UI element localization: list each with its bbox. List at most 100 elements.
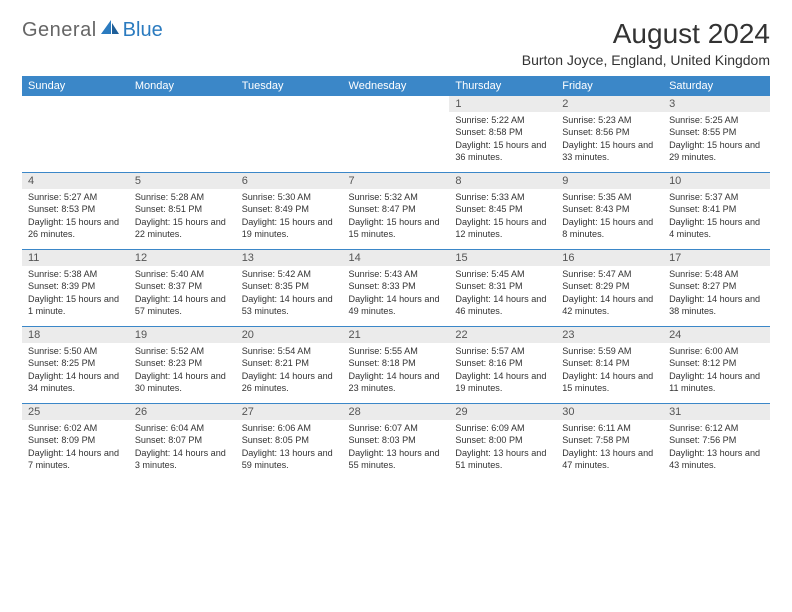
day-details: Sunrise: 5:57 AMSunset: 8:16 PMDaylight:… [449, 343, 556, 403]
calendar-cell: 23Sunrise: 5:59 AMSunset: 8:14 PMDayligh… [556, 327, 663, 404]
calendar-cell: 13Sunrise: 5:42 AMSunset: 8:35 PMDayligh… [236, 250, 343, 327]
weekday-header: Thursday [449, 76, 556, 96]
location-text: Burton Joyce, England, United Kingdom [522, 52, 770, 68]
day-details: Sunrise: 5:27 AMSunset: 8:53 PMDaylight:… [22, 189, 129, 249]
weekday-header: Sunday [22, 76, 129, 96]
header: General Blue August 2024 Burton Joyce, E… [22, 18, 770, 68]
day-number: 13 [236, 250, 343, 266]
calendar-cell: 22Sunrise: 5:57 AMSunset: 8:16 PMDayligh… [449, 327, 556, 404]
day-number: 15 [449, 250, 556, 266]
title-block: August 2024 Burton Joyce, England, Unite… [522, 18, 770, 68]
calendar-cell: 17Sunrise: 5:48 AMSunset: 8:27 PMDayligh… [663, 250, 770, 327]
day-number: 22 [449, 327, 556, 343]
day-details: Sunrise: 5:32 AMSunset: 8:47 PMDaylight:… [343, 189, 450, 249]
day-number: 27 [236, 404, 343, 420]
day-details: Sunrise: 6:11 AMSunset: 7:58 PMDaylight:… [556, 420, 663, 480]
calendar-cell: 29Sunrise: 6:09 AMSunset: 8:00 PMDayligh… [449, 404, 556, 481]
day-number: 8 [449, 173, 556, 189]
calendar-cell: 5Sunrise: 5:28 AMSunset: 8:51 PMDaylight… [129, 173, 236, 250]
calendar-cell: 3Sunrise: 5:25 AMSunset: 8:55 PMDaylight… [663, 96, 770, 173]
calendar-cell: 27Sunrise: 6:06 AMSunset: 8:05 PMDayligh… [236, 404, 343, 481]
day-number: 3 [663, 96, 770, 112]
day-details: Sunrise: 6:07 AMSunset: 8:03 PMDaylight:… [343, 420, 450, 480]
day-number: 19 [129, 327, 236, 343]
day-details: Sunrise: 6:00 AMSunset: 8:12 PMDaylight:… [663, 343, 770, 403]
calendar-cell [129, 96, 236, 173]
day-details: Sunrise: 6:06 AMSunset: 8:05 PMDaylight:… [236, 420, 343, 480]
sail-icon [99, 18, 121, 42]
day-details: Sunrise: 5:55 AMSunset: 8:18 PMDaylight:… [343, 343, 450, 403]
calendar-cell: 4Sunrise: 5:27 AMSunset: 8:53 PMDaylight… [22, 173, 129, 250]
calendar-cell: 19Sunrise: 5:52 AMSunset: 8:23 PMDayligh… [129, 327, 236, 404]
day-details: Sunrise: 5:40 AMSunset: 8:37 PMDaylight:… [129, 266, 236, 326]
brand-part1: General [22, 19, 97, 42]
calendar-cell: 6Sunrise: 5:30 AMSunset: 8:49 PMDaylight… [236, 173, 343, 250]
calendar-cell: 25Sunrise: 6:02 AMSunset: 8:09 PMDayligh… [22, 404, 129, 481]
calendar-cell: 28Sunrise: 6:07 AMSunset: 8:03 PMDayligh… [343, 404, 450, 481]
day-number: 5 [129, 173, 236, 189]
day-number: 4 [22, 173, 129, 189]
day-details: Sunrise: 5:38 AMSunset: 8:39 PMDaylight:… [22, 266, 129, 326]
day-number: 7 [343, 173, 450, 189]
day-number: 23 [556, 327, 663, 343]
weekday-header: Tuesday [236, 76, 343, 96]
day-details: Sunrise: 5:25 AMSunset: 8:55 PMDaylight:… [663, 112, 770, 172]
day-details: Sunrise: 5:54 AMSunset: 8:21 PMDaylight:… [236, 343, 343, 403]
day-number: 9 [556, 173, 663, 189]
day-details: Sunrise: 5:33 AMSunset: 8:45 PMDaylight:… [449, 189, 556, 249]
calendar-cell: 2Sunrise: 5:23 AMSunset: 8:56 PMDaylight… [556, 96, 663, 173]
day-number: 6 [236, 173, 343, 189]
calendar-cell: 14Sunrise: 5:43 AMSunset: 8:33 PMDayligh… [343, 250, 450, 327]
day-details: Sunrise: 6:04 AMSunset: 8:07 PMDaylight:… [129, 420, 236, 480]
calendar-cell: 24Sunrise: 6:00 AMSunset: 8:12 PMDayligh… [663, 327, 770, 404]
day-details: Sunrise: 5:52 AMSunset: 8:23 PMDaylight:… [129, 343, 236, 403]
calendar-cell: 20Sunrise: 5:54 AMSunset: 8:21 PMDayligh… [236, 327, 343, 404]
day-details: Sunrise: 5:48 AMSunset: 8:27 PMDaylight:… [663, 266, 770, 326]
calendar-table: SundayMondayTuesdayWednesdayThursdayFrid… [22, 76, 770, 480]
brand-logo: General Blue [22, 18, 163, 42]
calendar-cell: 26Sunrise: 6:04 AMSunset: 8:07 PMDayligh… [129, 404, 236, 481]
day-number: 31 [663, 404, 770, 420]
calendar-cell [236, 96, 343, 173]
day-details: Sunrise: 5:43 AMSunset: 8:33 PMDaylight:… [343, 266, 450, 326]
day-details: Sunrise: 5:47 AMSunset: 8:29 PMDaylight:… [556, 266, 663, 326]
day-number: 16 [556, 250, 663, 266]
day-details: Sunrise: 6:12 AMSunset: 7:56 PMDaylight:… [663, 420, 770, 480]
day-details: Sunrise: 5:37 AMSunset: 8:41 PMDaylight:… [663, 189, 770, 249]
day-number: 1 [449, 96, 556, 112]
calendar-cell [343, 96, 450, 173]
day-number: 18 [22, 327, 129, 343]
calendar-cell: 10Sunrise: 5:37 AMSunset: 8:41 PMDayligh… [663, 173, 770, 250]
calendar-cell: 15Sunrise: 5:45 AMSunset: 8:31 PMDayligh… [449, 250, 556, 327]
day-number: 12 [129, 250, 236, 266]
day-number: 11 [22, 250, 129, 266]
day-details: Sunrise: 5:42 AMSunset: 8:35 PMDaylight:… [236, 266, 343, 326]
day-number: 28 [343, 404, 450, 420]
month-title: August 2024 [522, 18, 770, 50]
calendar-cell: 16Sunrise: 5:47 AMSunset: 8:29 PMDayligh… [556, 250, 663, 327]
day-number: 14 [343, 250, 450, 266]
calendar-cell: 12Sunrise: 5:40 AMSunset: 8:37 PMDayligh… [129, 250, 236, 327]
day-details: Sunrise: 5:59 AMSunset: 8:14 PMDaylight:… [556, 343, 663, 403]
calendar-cell: 1Sunrise: 5:22 AMSunset: 8:58 PMDaylight… [449, 96, 556, 173]
calendar-cell: 18Sunrise: 5:50 AMSunset: 8:25 PMDayligh… [22, 327, 129, 404]
day-number: 21 [343, 327, 450, 343]
day-details: Sunrise: 5:28 AMSunset: 8:51 PMDaylight:… [129, 189, 236, 249]
day-number: 29 [449, 404, 556, 420]
day-details: Sunrise: 5:35 AMSunset: 8:43 PMDaylight:… [556, 189, 663, 249]
day-details: Sunrise: 5:23 AMSunset: 8:56 PMDaylight:… [556, 112, 663, 172]
calendar-cell: 7Sunrise: 5:32 AMSunset: 8:47 PMDaylight… [343, 173, 450, 250]
day-number: 30 [556, 404, 663, 420]
calendar-head: SundayMondayTuesdayWednesdayThursdayFrid… [22, 76, 770, 96]
day-details: Sunrise: 5:22 AMSunset: 8:58 PMDaylight:… [449, 112, 556, 172]
calendar-cell: 9Sunrise: 5:35 AMSunset: 8:43 PMDaylight… [556, 173, 663, 250]
weekday-header: Friday [556, 76, 663, 96]
day-number: 10 [663, 173, 770, 189]
day-details: Sunrise: 5:45 AMSunset: 8:31 PMDaylight:… [449, 266, 556, 326]
day-details: Sunrise: 5:50 AMSunset: 8:25 PMDaylight:… [22, 343, 129, 403]
weekday-header: Monday [129, 76, 236, 96]
brand-part2: Blue [123, 19, 163, 42]
day-details: Sunrise: 6:09 AMSunset: 8:00 PMDaylight:… [449, 420, 556, 480]
day-details: Sunrise: 6:02 AMSunset: 8:09 PMDaylight:… [22, 420, 129, 480]
calendar-cell: 31Sunrise: 6:12 AMSunset: 7:56 PMDayligh… [663, 404, 770, 481]
